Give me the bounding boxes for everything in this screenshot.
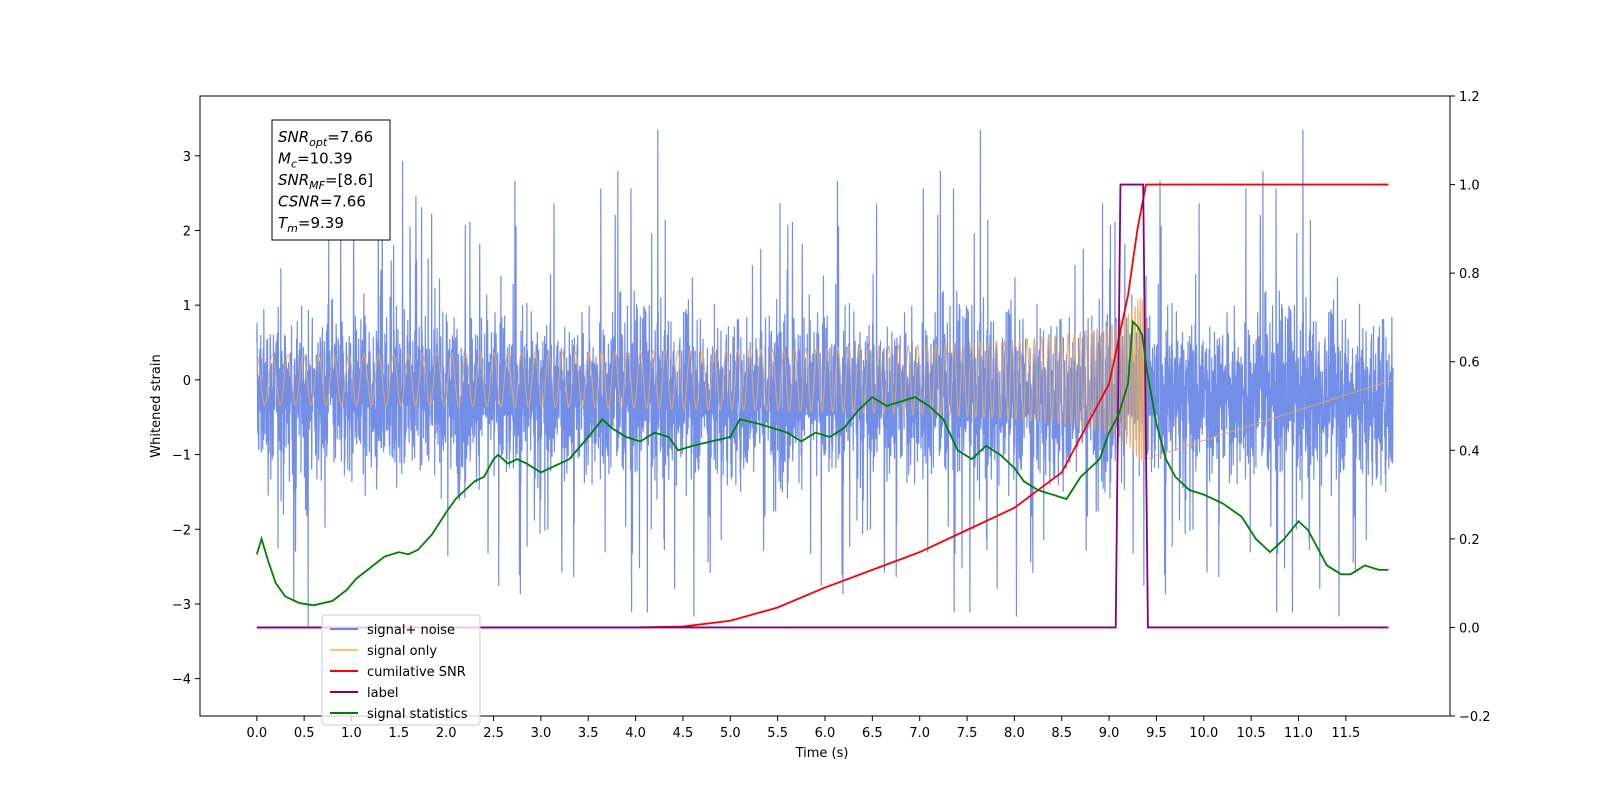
x-tick-label: 8.5 [1051, 726, 1072, 741]
y2-tick-label: 0.0 [1459, 621, 1480, 636]
x-tick-label: 5.0 [720, 726, 741, 741]
y-tick-label: 3 [183, 150, 191, 165]
x-tick-label: 11.5 [1331, 726, 1360, 741]
x-axis: 0.0 0.5 1.0 1.5 2.0 2.5 3.0 3.5 4.0 4.5 5.0 5.5 6.0 6… [246, 716, 1360, 741]
y-tick-label: −4 [172, 673, 191, 688]
y-tick-label: 2 [183, 224, 191, 239]
series-cumulative-snr-line [256, 183, 1389, 629]
legend: signal+ noise signal only cumilative SNR la… [321, 614, 481, 726]
annotation-line: T [278, 214, 289, 232]
x-tick-label: 2.5 [483, 726, 504, 741]
annotation-line: M [278, 150, 291, 168]
x-tick-label: 9.5 [1146, 726, 1167, 741]
y-axis-left: −4 −3 −2 −1 0 1 2 3 [172, 150, 200, 688]
legend-label: signal+ noise [367, 623, 455, 638]
plot-series-area [255, 129, 1394, 629]
x-tick-label: 10.5 [1237, 726, 1266, 741]
y2-tick-label: 1.2 [1459, 90, 1480, 105]
y-axis-right: −0.2 0.0 0.2 0.4 0.6 0.8 1.0 1.2 [1450, 90, 1491, 725]
x-tick-label: 9.0 [1099, 726, 1120, 741]
x-tick-label: 4.0 [625, 726, 646, 741]
y-tick-label: −1 [172, 449, 191, 464]
series-signal-statistics-line [255, 319, 1389, 607]
y2-tick-label: −0.2 [1459, 710, 1491, 725]
series-label-line [256, 183, 1389, 629]
y2-tick-label: 0.6 [1459, 356, 1480, 371]
series-signal-only-line [256, 297, 1394, 462]
annotation-line: CSNR [278, 193, 320, 211]
x-tick-label: 4.5 [673, 726, 694, 741]
x-tick-label: 3.0 [531, 726, 552, 741]
x-tick-label: 1.0 [341, 726, 362, 741]
x-tick-label: 1.5 [389, 726, 410, 741]
y2-tick-label: 0.4 [1459, 444, 1480, 459]
x-tick-label: 7.0 [909, 726, 930, 741]
y2-tick-label: 0.8 [1459, 267, 1480, 282]
y-axis-label: Whitened strain [149, 354, 164, 457]
x-tick-label: 0.5 [294, 726, 315, 741]
legend-label: label [367, 686, 398, 701]
x-tick-label: 2.0 [436, 726, 457, 741]
y-tick-label: −2 [172, 523, 191, 538]
annotation-line: SNR [278, 128, 309, 146]
x-axis-label: Time (s) [795, 746, 849, 761]
x-tick-label: 8.0 [1004, 726, 1025, 741]
annotation-line: SNR [278, 171, 309, 189]
x-tick-label: 0.0 [246, 726, 267, 741]
y-tick-label: 1 [183, 299, 191, 314]
legend-label: signal only [367, 644, 437, 659]
y2-tick-label: 1.0 [1459, 179, 1480, 194]
x-tick-label: 5.5 [767, 726, 788, 741]
annotation-text: SNRopt=7.66 Mc=10.39 SNRMF=[8.6] CSNR=7.66 T… [278, 128, 373, 235]
legend-label: cumilative SNR [367, 665, 466, 680]
y2-tick-label: 0.2 [1459, 533, 1480, 548]
x-tick-label: 7.5 [957, 726, 978, 741]
legend-label: signal statistics [367, 707, 468, 722]
y-tick-label: 0 [183, 374, 191, 389]
annotation-box: SNRopt=7.66 Mc=10.39 SNRMF=[8.6] CSNR=7.66 T… [271, 119, 391, 241]
y-tick-label: −3 [172, 598, 191, 613]
series-signal-noise-line [256, 129, 1394, 627]
x-tick-label: 10.0 [1189, 726, 1218, 741]
x-tick-label: 3.5 [578, 726, 599, 741]
x-tick-label: 11.0 [1284, 726, 1313, 741]
x-tick-label: 6.0 [815, 726, 836, 741]
x-tick-label: 6.5 [862, 726, 883, 741]
